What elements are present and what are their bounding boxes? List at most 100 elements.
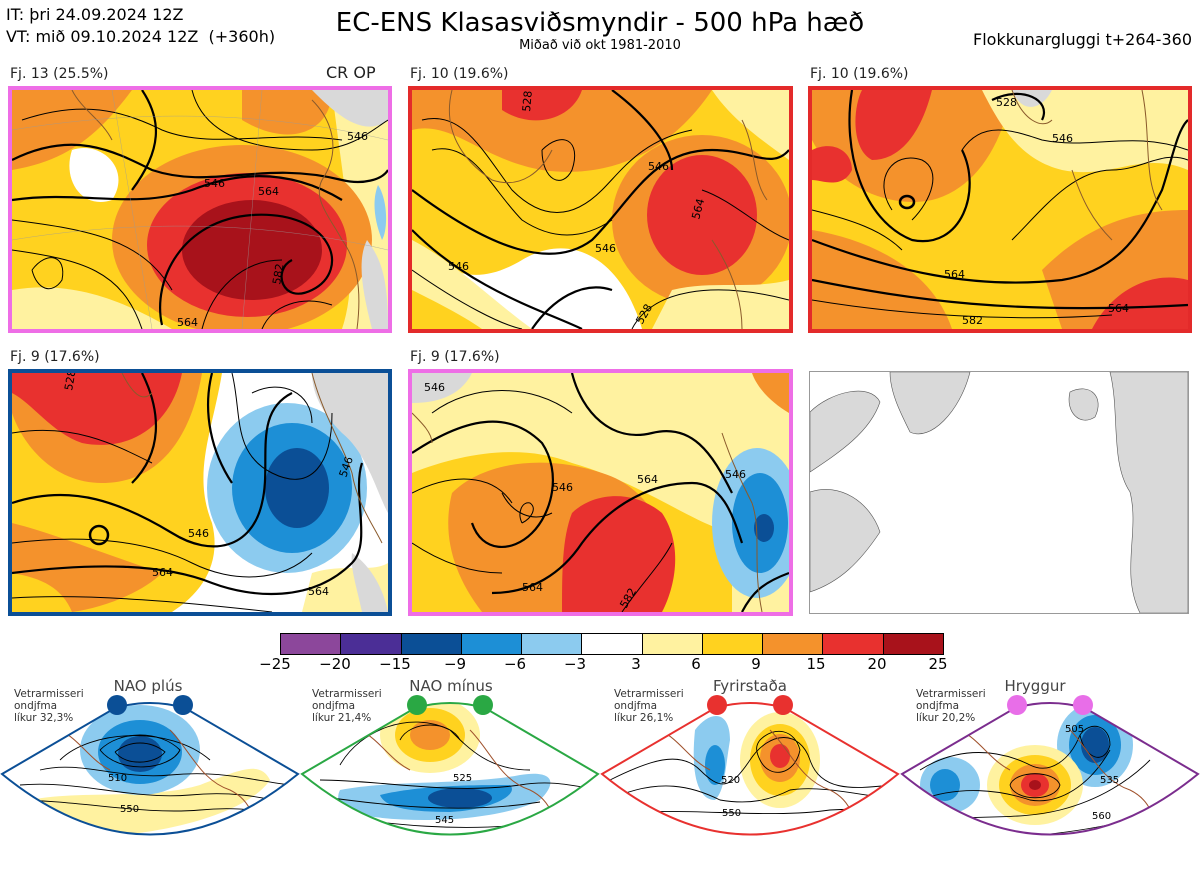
regime-1-marker [107,695,127,715]
colorbar-tick: −20 [319,655,351,673]
contour-label: 528 [62,373,78,392]
cluster-map-1-graphic: 546 564 582 546 564 [12,90,388,329]
regime-1-graphic: 510 550 [0,695,300,836]
init-time-text: IT: þri 24.09.2024 12Z [6,5,184,24]
regime-1-marker [173,695,193,715]
colorbar-tick: 25 [928,655,948,673]
colorbar-swatch [401,634,462,654]
cluster-map-5: 546 546 564 564 582 546 [408,369,793,616]
regime-contour-label: 550 [722,808,741,819]
basemap-panel [809,371,1189,614]
header-init-valid: IT: þri 24.09.2024 12Z VT: mið 09.10.202… [6,4,275,48]
contour-label: 546 [595,242,616,255]
contour-label: 564 [258,185,279,198]
contour-label: 546 [424,381,445,394]
regime-2-note: Vetrarmisseri ondjfma líkur 21,4% [312,688,382,724]
basemap-graphic [810,372,1188,613]
regime-1-title: NAO plús [113,677,183,695]
colorbar-swatch [883,634,943,654]
regime-3-marker [773,695,793,715]
contour-label: 546 [448,260,469,273]
colorbar-tick: −15 [379,655,411,673]
regime-contour-label: 560 [736,834,755,845]
colorbar-swatch [823,634,884,654]
cluster-map-3: 528 546 564 564 582 [808,86,1192,333]
colorbar-swatch [522,634,583,654]
colorbar-swatch [702,634,764,654]
colorbar-swatch [763,634,824,654]
regime-4-title: Hryggur [1004,677,1066,695]
contour-label: 564 [308,585,329,598]
regime-2-marker [407,695,427,715]
regime-4-note: Vetrarmisseri ondjfma líkur 20,2% [916,688,986,724]
contour-label: 564 [522,581,543,594]
regime-2-graphic: 525 545 565 [300,695,600,861]
regime-3-map: 520 550 560 [600,690,900,871]
contour-label: 564 [689,197,707,221]
colorbar-tick: −6 [503,655,527,673]
regime-3-note: Vetrarmisseri ondjfma líkur 26,1% [614,688,684,724]
regime-3-marker [707,695,727,715]
regime-contour-label: 560 [1092,811,1111,822]
regime-1-note: Vetrarmisseri ondjfma líkur 32,3% [14,688,84,724]
contour-label: 582 [962,314,983,327]
colorbar-tick: 20 [867,655,887,673]
panel-3-label: Fj. 10 (19.6%) [810,66,909,82]
colorbar-tick: 6 [691,655,701,673]
colorbar-swatch [582,634,643,654]
regime-contour-label: 535 [1100,775,1119,786]
colorbar-tick: −25 [259,655,291,673]
contour-label: 582 [270,263,286,286]
contour-label: 546 [347,130,368,143]
panel-1-tag: CR OP [326,63,376,82]
regime-contour-label: 510 [108,773,127,784]
regime-contour-label: 520 [721,775,740,786]
panel-1-label: Fj. 13 (25.5%) [10,66,109,82]
colorbar-swatch [461,634,523,654]
contour-label: 546 [188,527,209,540]
colorbar [280,633,944,655]
colorbar-tick: 9 [751,655,761,673]
regime-contour-label: 505 [1065,724,1084,735]
regime-2-marker [473,695,493,715]
contour-label: 546 [725,468,746,481]
regime-contour-label: 525 [453,773,472,784]
regime-4-marker [1007,695,1027,715]
panel-2-label: Fj. 10 (19.6%) [410,66,509,82]
cluster-map-2: 528 546 564 546 546 528 [408,86,793,333]
cluster-map-3-graphic: 528 546 564 564 582 [812,90,1188,329]
contour-label: 564 [944,268,965,281]
colorbar-swatch [281,634,342,654]
contour-label: 546 [204,177,225,190]
cluster-map-4-graphic: 528 546 564 546 564 [12,373,388,612]
colorbar-swatch [642,634,703,654]
regime-3-title: Fyrirstaða [713,677,787,695]
colorbar-tick: −9 [443,655,467,673]
colorbar-tick: 15 [806,655,826,673]
contour-label: 546 [1052,132,1073,145]
contour-label: 564 [152,566,173,579]
regime-contour-label: 565 [447,850,466,861]
cluster-map-1: 546 564 582 546 564 [8,86,392,333]
contour-label: 564 [1108,302,1129,315]
cluster-map-5-graphic: 546 546 564 564 582 546 [412,373,789,612]
regime-2-title: NAO mínus [409,677,493,695]
colorbar-tick: −3 [563,655,587,673]
regime-3-graphic: 520 550 560 [600,695,900,845]
valid-time-text: VT: mið 09.10.2024 12Z (+360h) [6,27,276,46]
contour-label: 546 [648,160,669,173]
regime-4-marker [1073,695,1093,715]
regime-4-map: 505 535 560 [900,690,1200,871]
cluster-map-2-graphic: 528 546 564 546 546 528 [412,90,789,329]
regime-contour-label: 545 [435,815,454,826]
page-subtitle: Miðað við okt 1981-2010 [519,38,681,53]
colorbar-swatch [341,634,402,654]
panel-4-label: Fj. 9 (17.6%) [10,349,100,365]
cluster-map-4: 528 546 564 546 564 [8,369,392,616]
contour-label: 564 [177,316,198,329]
contour-label: 528 [520,90,535,112]
regime-1-map: 510 550 [0,690,300,871]
regime-2-map: 525 545 565 [300,690,600,871]
colorbar-tick: 3 [631,655,641,673]
contour-label: 564 [637,473,658,486]
